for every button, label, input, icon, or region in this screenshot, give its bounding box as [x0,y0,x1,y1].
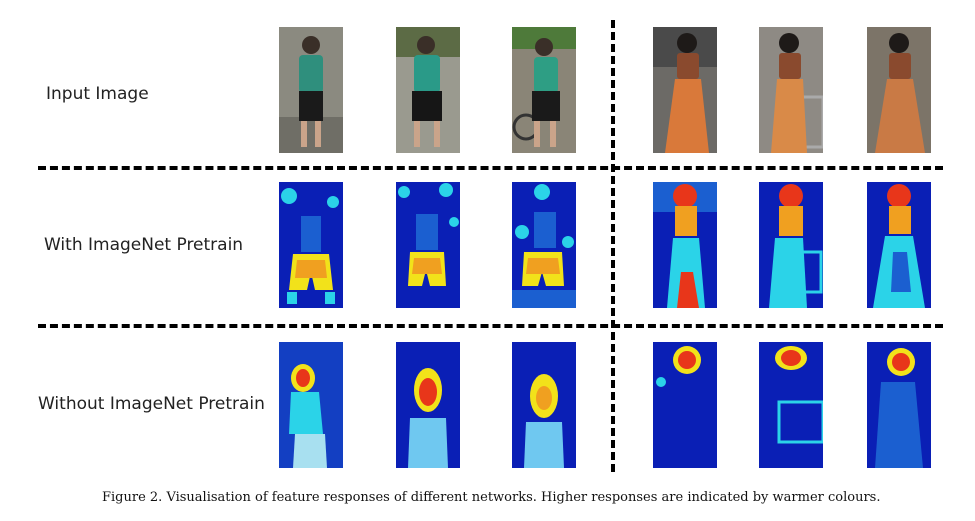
heatmap-without-pretrain-a2 [396,342,460,468]
row-divider-1 [38,166,943,170]
heatmap-with-pretrain-a1 [279,182,343,308]
heatmap-without-pretrain-b2 [759,342,823,468]
figure-caption: Figure 2. Visualisation of feature respo… [102,490,881,505]
heatmap-without-pretrain-b1 [653,342,717,468]
row-label-with-pretrain: With ImageNet Pretrain [44,235,244,255]
heatmap-with-pretrain-a3 [512,182,576,308]
input-image-b2 [759,27,823,153]
heatmap-with-pretrain-b1 [653,182,717,308]
input-image-a3 [512,27,576,153]
input-image-b3 [867,27,931,153]
input-image-b1 [653,27,717,153]
column-divider [611,20,615,472]
input-image-a2 [396,27,460,153]
input-image-a1 [279,27,343,153]
row-divider-2 [38,324,943,328]
heatmap-without-pretrain-b3 [867,342,931,468]
row-label-input: Input Image [46,84,149,104]
heatmap-with-pretrain-a2 [396,182,460,308]
heatmap-without-pretrain-a3 [512,342,576,468]
row-label-without-pretrain: Without ImageNet Pretrain [38,394,265,414]
heatmap-with-pretrain-b2 [759,182,823,308]
heatmap-with-pretrain-b3 [867,182,931,308]
heatmap-without-pretrain-a1 [279,342,343,468]
